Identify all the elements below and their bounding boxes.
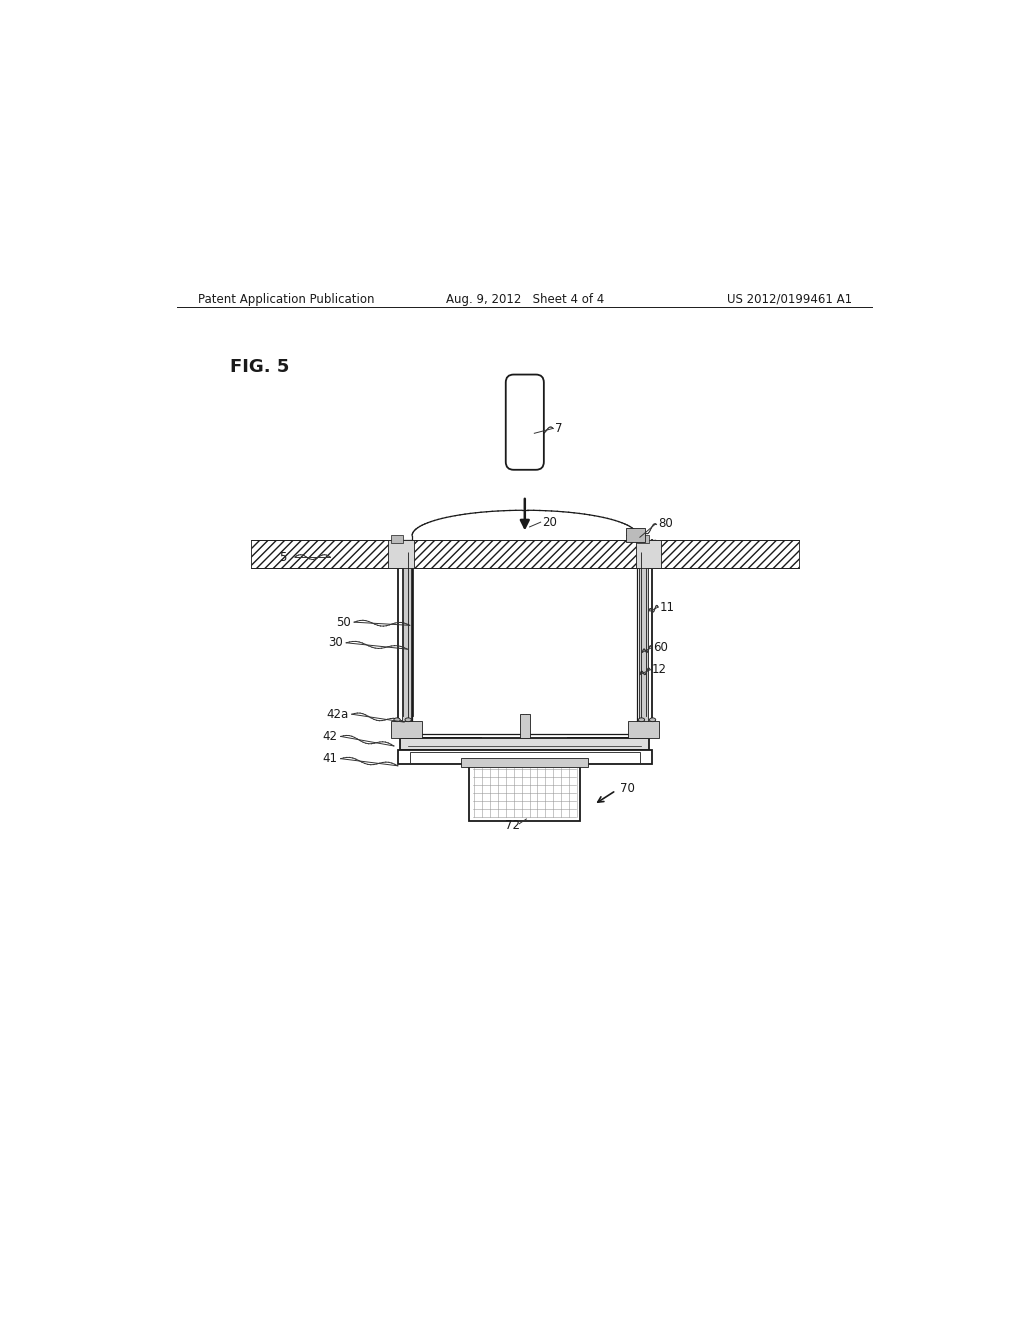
Text: US 2012/0199461 A1: US 2012/0199461 A1 bbox=[727, 293, 852, 306]
Bar bbox=[638, 535, 648, 543]
Bar bbox=[391, 721, 422, 738]
Text: 41: 41 bbox=[323, 752, 338, 766]
Bar bbox=[636, 540, 662, 568]
Ellipse shape bbox=[404, 718, 412, 722]
Text: Patent Application Publication: Patent Application Publication bbox=[198, 293, 375, 306]
Text: 60: 60 bbox=[653, 642, 669, 653]
Text: FIG. 5: FIG. 5 bbox=[229, 358, 289, 376]
Text: 11: 11 bbox=[659, 601, 675, 614]
Text: 7: 7 bbox=[555, 422, 562, 436]
Bar bbox=[397, 750, 652, 764]
Text: 30: 30 bbox=[328, 636, 343, 649]
Text: 12: 12 bbox=[652, 663, 667, 676]
Bar bbox=[410, 751, 640, 763]
Bar bbox=[469, 764, 581, 821]
Text: 42: 42 bbox=[323, 730, 338, 743]
Ellipse shape bbox=[649, 718, 655, 722]
Bar bbox=[391, 535, 402, 543]
Bar bbox=[401, 544, 411, 723]
Bar bbox=[388, 540, 414, 568]
Ellipse shape bbox=[394, 718, 400, 722]
FancyBboxPatch shape bbox=[506, 375, 544, 470]
Bar bbox=[639, 544, 648, 723]
Bar bbox=[520, 714, 529, 738]
Text: 70: 70 bbox=[620, 783, 635, 796]
Bar bbox=[628, 721, 658, 738]
Text: 80: 80 bbox=[658, 517, 673, 531]
Bar bbox=[626, 528, 645, 543]
Text: 20: 20 bbox=[543, 516, 557, 529]
Bar bbox=[400, 738, 649, 750]
Text: Aug. 9, 2012   Sheet 4 of 4: Aug. 9, 2012 Sheet 4 of 4 bbox=[445, 293, 604, 306]
Text: 42a: 42a bbox=[327, 708, 348, 721]
Text: 72: 72 bbox=[505, 818, 520, 832]
Bar bbox=[251, 540, 799, 568]
Text: 5: 5 bbox=[279, 550, 286, 564]
Text: 50: 50 bbox=[336, 615, 350, 628]
Bar bbox=[461, 758, 588, 767]
Ellipse shape bbox=[638, 718, 645, 722]
